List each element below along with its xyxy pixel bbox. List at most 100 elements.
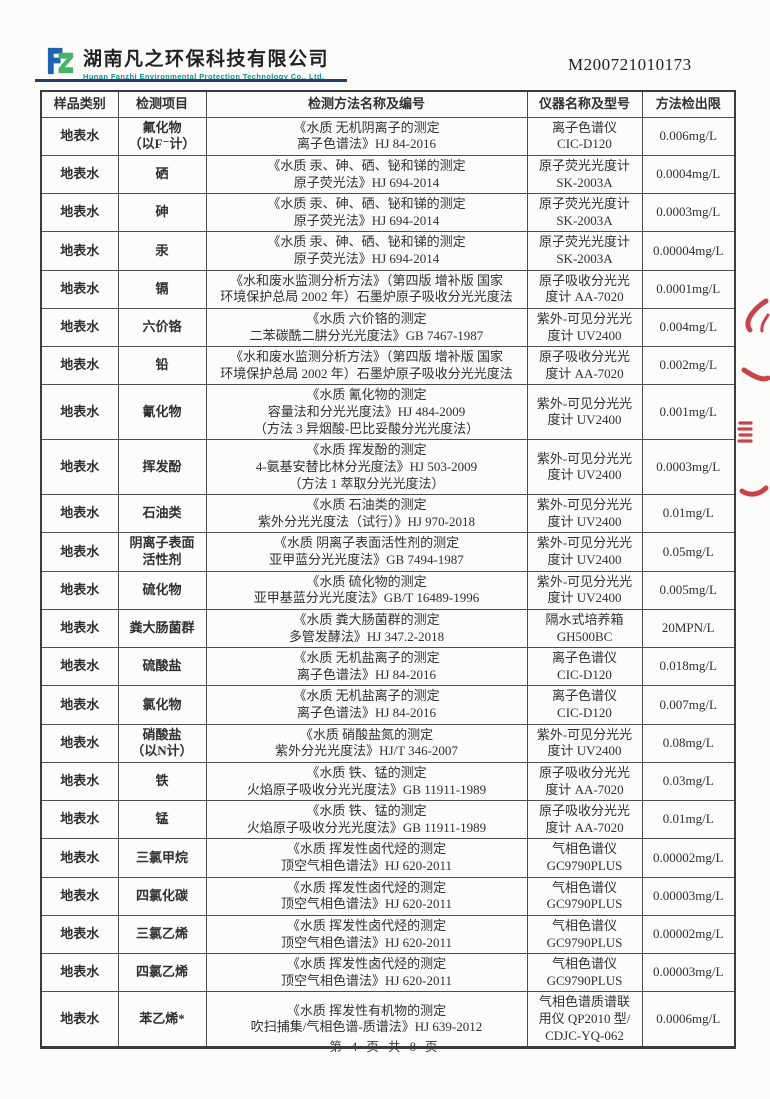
cell-instrument: 紫外-可见分光光 度计 UV2400: [526, 494, 643, 534]
page-indicator: 第 4 页 共 8 页: [329, 1040, 441, 1054]
cell-detection-limit: 0.00003mg/L: [641, 876, 736, 916]
cell-sample-category: 地表水: [40, 608, 119, 649]
document-number: M200721010173: [568, 55, 692, 74]
cell-sample-category: 地表水: [40, 647, 119, 687]
table-row: 地表水 挥发酚 《水质 挥发酚的测定 4-氨基安替比林分光度法》HJ 503-2…: [40, 439, 736, 496]
company-name-block: 湖南凡之环保科技有限公司 Hunan Fanzhi Environmental …: [83, 44, 329, 81]
company-logo-icon: [47, 47, 74, 75]
table-row: 地表水 粪大肠菌群 《水质 粪大肠菌群的测定 多管发酵法》HJ 347.2-20…: [40, 608, 736, 649]
cell-test-item: 氰化物: [117, 384, 207, 441]
cell-instrument: 原子吸收分光光 度计 AA-7020: [526, 800, 643, 840]
cell-sample-category: 地表水: [40, 307, 119, 348]
cell-method-name: 《水质 阴离子表面活性剂的测定 亚甲蓝分光光度法》GB 7494-1987: [205, 532, 528, 572]
cell-sample-category: 地表水: [40, 914, 119, 955]
company-name-cn: 湖南凡之环保科技有限公司: [83, 49, 330, 70]
cell-sample-category: 地表水: [40, 384, 119, 441]
cell-test-item: 镉: [117, 269, 207, 309]
cell-sample-category: 地表水: [40, 838, 119, 878]
cell-test-item: 锰: [117, 800, 207, 840]
header-divider-rule: [35, 79, 347, 82]
cell-test-item: 三氯乙烯: [117, 914, 207, 955]
cell-sample-category: 地表水: [40, 346, 119, 386]
cell-instrument: 原子吸收分光光 度计 AA-7020: [526, 761, 643, 802]
cell-instrument: 离子色谱仪 CIC-D120: [526, 116, 643, 156]
cell-test-item: 阴离子表面 活性剂: [117, 532, 207, 572]
table-body: 地表水 氟化物 （以F⁻计） 《水质 无机阴离子的测定 离子色谱法》HJ 84-…: [40, 116, 736, 1049]
cell-method-name: 《水质 铁、锰的测定 火焰原子吸收分光光度法》GB 11911-1989: [205, 800, 528, 840]
cell-instrument: 气相色谱仪 GC9790PLUS: [526, 876, 643, 916]
cell-instrument: 离子色谱仪 CIC-D120: [526, 647, 643, 687]
cell-method-name: 《水质 挥发性有机物的测定 吹扫捕集/气相色谱-质谱法》HJ 639-2012: [205, 991, 528, 1049]
cell-instrument: 紫外-可见分光光 度计 UV2400: [526, 307, 643, 348]
table-row: 地表水 三氯乙烯 《水质 挥发性卤代烃的测定 顶空气相色谱法》HJ 620-20…: [40, 914, 736, 955]
cell-method-name: 《水质 无机阴离子的测定 离子色谱法》HJ 84-2016: [205, 116, 528, 156]
cell-instrument: 原子荧光光度计 SK-2003A: [526, 154, 643, 195]
cell-sample-category: 地表水: [40, 876, 119, 916]
company-name-en: Hunan Fanzhi Environmental Protection Te…: [83, 72, 325, 81]
detection-methods-table: 样品类别 检测项目 检测方法名称及编号 仪器名称及型号 方法检出限 地表水 氟化…: [40, 90, 736, 1050]
cell-method-name: 《水质 氰化物的测定 容量法和分光光度法》HJ 484-2009 （方法 3 异…: [205, 384, 528, 441]
cell-detection-limit: 0.00003mg/L: [641, 953, 736, 993]
cell-detection-limit: 0.0001mg/L: [641, 269, 736, 309]
table-row: 地表水 硫化物 《水质 硫化物的测定 亚甲基蓝分光光度法》GB/T 16489-…: [40, 570, 736, 610]
cell-test-item: 硫化物: [117, 570, 207, 610]
cell-test-item: 铅: [117, 346, 207, 386]
table-row: 地表水 苯乙烯* 《水质 挥发性有机物的测定 吹扫捕集/气相色谱-质谱法》HJ …: [40, 991, 736, 1049]
red-ink-marks: [737, 298, 770, 497]
cell-test-item: 四氯乙烯: [117, 953, 207, 993]
cell-detection-limit: 0.0003mg/L: [641, 193, 736, 233]
cell-test-item: 砷: [117, 193, 207, 233]
cell-method-name: 《水质 汞、砷、硒、铋和锑的测定 原子荧光法》HJ 694-2014: [205, 231, 528, 271]
cell-instrument: 原子荧光光度计 SK-2003A: [526, 193, 643, 233]
cell-test-item: 铁: [117, 761, 207, 802]
cell-sample-category: 地表水: [40, 193, 119, 233]
cell-test-item: 石油类: [117, 494, 207, 534]
cell-sample-category: 地表水: [40, 685, 119, 725]
cell-sample-category: 地表水: [40, 761, 119, 802]
cell-test-item: 硫酸盐: [117, 647, 207, 687]
cell-sample-category: 地表水: [40, 800, 119, 840]
cell-instrument: 离子色谱仪 CIC-D120: [526, 685, 643, 725]
cell-sample-category: 地表水: [40, 953, 119, 993]
cell-test-item: 硝酸盐 （以N计）: [117, 723, 207, 763]
column-header-detection-limit: 方法检出限: [641, 90, 736, 118]
cell-method-name: 《水质 挥发性卤代烃的测定 顶空气相色谱法》HJ 620-2011: [205, 838, 528, 878]
cell-detection-limit: 0.018mg/L: [641, 647, 736, 687]
cell-detection-limit: 0.00002mg/L: [641, 838, 736, 878]
cell-sample-category: 地表水: [40, 494, 119, 534]
table-row: 地表水 硒 《水质 汞、砷、硒、铋和锑的测定 原子荧光法》HJ 694-2014…: [40, 154, 736, 195]
cell-method-name: 《水质 挥发性卤代烃的测定 顶空气相色谱法》HJ 620-2011: [205, 953, 528, 993]
cell-test-item: 六价铬: [117, 307, 207, 348]
cell-sample-category: 地表水: [40, 154, 119, 195]
table-row: 地表水 锰 《水质 铁、锰的测定 火焰原子吸收分光光度法》GB 11911-19…: [40, 800, 736, 840]
cell-detection-limit: 0.03mg/L: [641, 761, 736, 802]
cell-test-item: 三氯甲烷: [117, 838, 207, 878]
cell-sample-category: 地表水: [40, 723, 119, 763]
cell-detection-limit: 0.00002mg/L: [641, 914, 736, 955]
cell-method-name: 《水质 硫化物的测定 亚甲基蓝分光光度法》GB/T 16489-1996: [205, 570, 528, 610]
cell-method-name: 《水质 汞、砷、硒、铋和锑的测定 原子荧光法》HJ 694-2014: [205, 154, 528, 195]
cell-test-item: 氯化物: [117, 685, 207, 725]
cell-test-item: 四氯化碳: [117, 876, 207, 916]
cell-sample-category: 地表水: [40, 116, 119, 156]
cell-method-name: 《水质 无机盐离子的测定 离子色谱法》HJ 84-2016: [205, 685, 528, 725]
table-row: 地表水 氟化物 （以F⁻计） 《水质 无机阴离子的测定 离子色谱法》HJ 84-…: [40, 116, 736, 156]
table-row: 地表水 汞 《水质 汞、砷、硒、铋和锑的测定 原子荧光法》HJ 694-2014…: [40, 231, 736, 271]
cell-instrument: 原子荧光光度计 SK-2003A: [526, 231, 643, 271]
cell-sample-category: 地表水: [40, 439, 119, 496]
cell-detection-limit: 0.0006mg/L: [641, 991, 736, 1049]
cell-instrument: 原子吸收分光光 度计 AA-7020: [526, 346, 643, 386]
table-row: 地表水 铅 《水和废水监测分析方法》（第四版 增补版 国家 环境保护总局 200…: [40, 346, 736, 386]
cell-method-name: 《水质 无机盐离子的测定 离子色谱法》HJ 84-2016: [205, 647, 528, 687]
cell-instrument: 紫外-可见分光光 度计 UV2400: [526, 570, 643, 610]
table-row: 地表水 砷 《水质 汞、砷、硒、铋和锑的测定 原子荧光法》HJ 694-2014…: [40, 193, 736, 233]
cell-method-name: 《水质 汞、砷、硒、铋和锑的测定 原子荧光法》HJ 694-2014: [205, 193, 528, 233]
cell-detection-limit: 0.05mg/L: [641, 532, 736, 572]
table-row: 地表水 铁 《水质 铁、锰的测定 火焰原子吸收分光光度法》GB 11911-19…: [40, 761, 736, 802]
table-row: 地表水 硝酸盐 （以N计） 《水质 硝酸盐氮的测定 紫外分光光度法》HJ/T 3…: [40, 723, 736, 763]
cell-method-name: 《水和废水监测分析方法》（第四版 增补版 国家 环境保护总局 2002 年）石墨…: [205, 269, 528, 309]
table-row: 地表水 四氯化碳 《水质 挥发性卤代烃的测定 顶空气相色谱法》HJ 620-20…: [40, 876, 736, 916]
cell-detection-limit: 0.0003mg/L: [641, 439, 736, 496]
cell-sample-category: 地表水: [40, 570, 119, 610]
